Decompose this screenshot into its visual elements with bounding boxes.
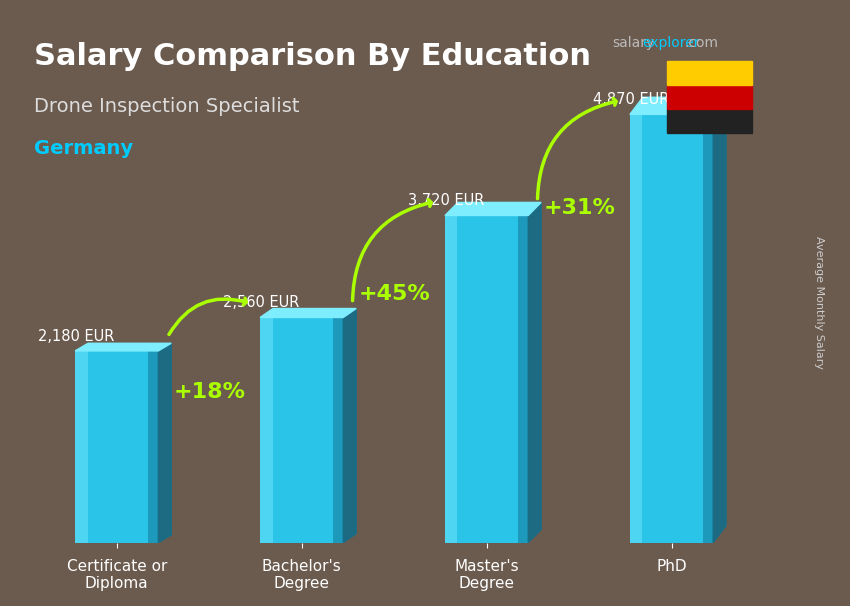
- Bar: [445, 216, 528, 542]
- Bar: [333, 318, 343, 542]
- Text: Salary Comparison By Education: Salary Comparison By Education: [34, 42, 591, 72]
- Polygon shape: [158, 343, 172, 542]
- Text: +45%: +45%: [358, 284, 430, 304]
- Text: Drone Inspection Specialist: Drone Inspection Specialist: [34, 97, 299, 116]
- Bar: [667, 85, 752, 109]
- Text: .com: .com: [684, 36, 718, 50]
- Bar: [630, 115, 713, 542]
- Bar: [630, 115, 643, 542]
- Polygon shape: [630, 97, 726, 115]
- Polygon shape: [445, 202, 541, 216]
- Polygon shape: [75, 343, 172, 351]
- Text: +18%: +18%: [173, 382, 245, 402]
- Text: explorer: explorer: [643, 36, 700, 50]
- Text: 3,720 EUR: 3,720 EUR: [408, 193, 484, 208]
- Text: 2,180 EUR: 2,180 EUR: [38, 329, 114, 344]
- Bar: [518, 216, 528, 542]
- Polygon shape: [260, 308, 356, 318]
- Bar: [703, 115, 713, 542]
- Polygon shape: [343, 308, 356, 542]
- Text: Average Monthly Salary: Average Monthly Salary: [814, 236, 824, 370]
- Text: 4,870 EUR: 4,870 EUR: [592, 92, 669, 107]
- Bar: [260, 318, 273, 542]
- Bar: [75, 351, 88, 542]
- Bar: [445, 216, 457, 542]
- Bar: [75, 351, 158, 542]
- Bar: [260, 318, 343, 542]
- Polygon shape: [713, 97, 726, 542]
- Text: salary: salary: [612, 36, 654, 50]
- Bar: [149, 351, 158, 542]
- Text: +31%: +31%: [543, 198, 615, 218]
- Bar: [667, 109, 752, 133]
- Text: 2,560 EUR: 2,560 EUR: [223, 296, 299, 310]
- Text: Germany: Germany: [34, 139, 133, 158]
- Polygon shape: [528, 202, 541, 542]
- Bar: [667, 61, 752, 85]
